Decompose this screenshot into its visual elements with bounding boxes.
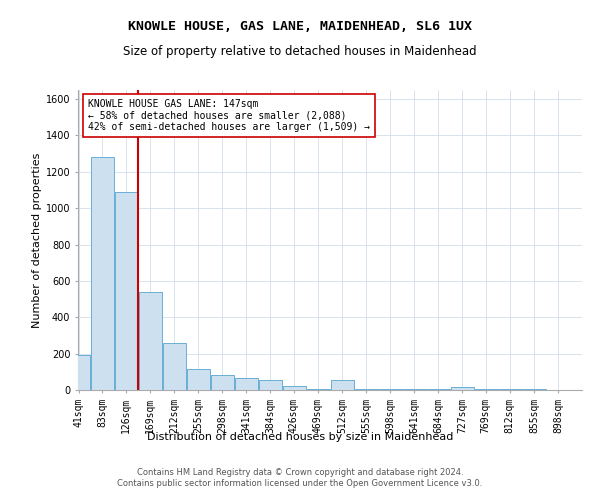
Bar (283, 386, 305, 390)
Bar (523, 389, 545, 390)
Bar (187, 369, 210, 390)
Bar (211, 376, 234, 390)
Bar (355, 389, 378, 390)
Text: KNOWLE HOUSE GAS LANE: 147sqm
← 58% of detached houses are smaller (2,088)
42% o: KNOWLE HOUSE GAS LANE: 147sqm ← 58% of d… (88, 99, 370, 132)
Bar (331, 380, 354, 390)
Bar (139, 292, 162, 390)
Bar (115, 192, 138, 390)
Bar (91, 158, 114, 390)
Bar (475, 389, 497, 390)
Bar (451, 388, 474, 390)
Text: Contains HM Land Registry data © Crown copyright and database right 2024.
Contai: Contains HM Land Registry data © Crown c… (118, 468, 482, 487)
Text: KNOWLE HOUSE, GAS LANE, MAIDENHEAD, SL6 1UX: KNOWLE HOUSE, GAS LANE, MAIDENHEAD, SL6 … (128, 20, 472, 33)
Bar (163, 342, 186, 390)
Bar (427, 389, 450, 390)
Bar (379, 389, 402, 390)
Text: Size of property relative to detached houses in Maidenhead: Size of property relative to detached ho… (123, 45, 477, 58)
Text: Distribution of detached houses by size in Maidenhead: Distribution of detached houses by size … (147, 432, 453, 442)
Bar (235, 378, 258, 390)
Bar (499, 389, 521, 390)
Bar (403, 389, 426, 390)
Bar (67, 356, 91, 390)
Bar (307, 389, 330, 390)
Bar (259, 380, 282, 390)
Y-axis label: Number of detached properties: Number of detached properties (32, 152, 41, 328)
